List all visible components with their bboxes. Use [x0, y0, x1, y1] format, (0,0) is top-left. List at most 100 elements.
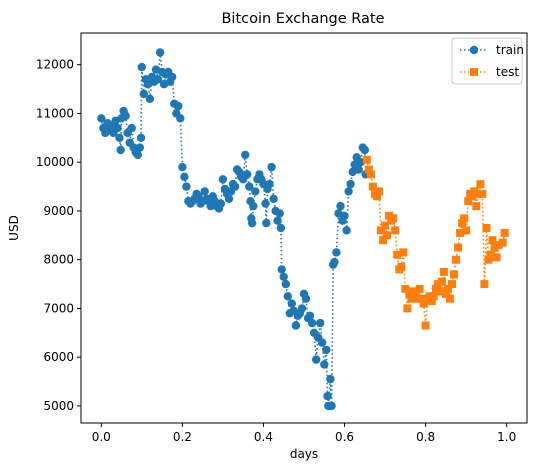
data-point-train	[342, 226, 351, 235]
data-point-train	[275, 209, 284, 218]
data-point-test	[474, 189, 483, 198]
data-point-train	[287, 299, 296, 308]
data-point-test	[415, 284, 424, 293]
data-point-test	[462, 226, 471, 235]
y-tick-label: 9000	[43, 204, 74, 218]
data-point-test	[366, 170, 375, 179]
data-point-test	[379, 236, 388, 245]
data-point-test	[482, 224, 491, 232]
legend: train test	[451, 37, 524, 85]
x-tick-label: 1.0	[497, 430, 516, 444]
data-point-test	[452, 255, 460, 264]
data-point-train	[168, 72, 177, 82]
data-point-train	[262, 218, 271, 228]
data-point-train	[344, 187, 353, 196]
data-point-train	[322, 345, 331, 355]
x-tick-label: 0.8	[416, 430, 435, 444]
chart-title: Bitcoin Exchange Rate	[221, 11, 384, 27]
data-point-train	[137, 62, 146, 72]
data-point-test	[468, 192, 477, 201]
data-point-train	[267, 162, 276, 172]
data-point-test	[377, 226, 385, 235]
data-point-test	[364, 165, 373, 174]
data-point-test	[381, 221, 390, 230]
data-point-train	[249, 201, 258, 211]
data-point-train	[155, 48, 165, 57]
data-point-test	[399, 248, 408, 257]
data-point-train	[332, 248, 341, 257]
y-tick-label: 5000	[43, 399, 74, 413]
data-point-test	[435, 287, 444, 296]
data-point-train	[327, 401, 336, 411]
data-point-test	[429, 292, 438, 301]
x-tick-label: 0.4	[254, 430, 273, 444]
data-point-train	[180, 172, 189, 181]
data-point-test	[409, 287, 418, 296]
data-point-train	[323, 392, 332, 401]
y-axis: 5000 6000 7000 8000 9000 10000 11000 12000	[36, 58, 81, 413]
data-point-test	[362, 155, 371, 164]
y-tick-label: 10000	[36, 155, 74, 169]
data-point-train	[216, 199, 226, 208]
data-point-train	[336, 201, 345, 211]
data-point-test	[401, 284, 410, 293]
data-point-train	[139, 89, 148, 99]
data-point-test	[391, 226, 400, 235]
data-point-test	[446, 294, 454, 303]
y-tick-label: 12000	[36, 58, 74, 72]
data-point-test	[375, 187, 383, 196]
data-point-test	[480, 280, 489, 289]
data-point-test	[439, 267, 448, 276]
data-point-train	[97, 114, 106, 123]
data-point-test	[389, 214, 398, 223]
x-tick-label: 0.0	[92, 430, 111, 444]
data-point-test	[417, 294, 426, 303]
data-point-train	[346, 179, 355, 189]
data-point-test	[421, 321, 430, 330]
data-point-test	[437, 277, 446, 286]
data-point-train	[153, 75, 163, 84]
data-point-train	[182, 182, 191, 191]
data-point-train	[273, 216, 282, 225]
data-point-train	[224, 194, 234, 203]
data-point-train	[283, 292, 292, 301]
data-point-train	[279, 272, 288, 281]
data-point-test	[405, 289, 414, 298]
x-axis-label: days	[290, 447, 318, 461]
data-point-test	[397, 263, 406, 271]
data-point-train	[135, 143, 144, 152]
data-point-train	[218, 175, 228, 184]
y-axis-label: USD	[7, 215, 21, 241]
data-point-train	[312, 355, 321, 364]
data-point-test	[443, 284, 452, 293]
data-point-test	[427, 297, 436, 306]
legend-marker-train	[469, 45, 479, 55]
data-point-test	[456, 228, 465, 237]
data-point-test	[413, 294, 422, 303]
data-point-train	[297, 304, 307, 313]
data-point-train	[145, 94, 155, 104]
data-point-train	[340, 211, 349, 220]
x-tick-label: 0.2	[173, 430, 192, 444]
data-point-test	[488, 236, 497, 245]
legend-label-test: test	[496, 65, 519, 79]
data-point-train	[318, 338, 327, 347]
data-point-test	[486, 250, 495, 259]
data-point-train	[178, 162, 187, 172]
data-point-train	[316, 318, 325, 328]
data-point-train	[174, 101, 183, 111]
data-point-train	[301, 294, 311, 303]
y-tick-label: 6000	[43, 350, 74, 364]
data-point-train	[277, 265, 286, 274]
data-point-train	[360, 145, 369, 155]
data-point-test	[373, 192, 381, 201]
data-point-train	[113, 123, 122, 133]
data-point-test	[484, 255, 493, 264]
data-point-test	[458, 219, 467, 228]
data-point-train	[127, 123, 136, 133]
data-point-train	[291, 321, 301, 330]
data-point-test	[419, 299, 428, 308]
data-point-train	[276, 223, 286, 233]
data-point-train	[200, 187, 209, 196]
